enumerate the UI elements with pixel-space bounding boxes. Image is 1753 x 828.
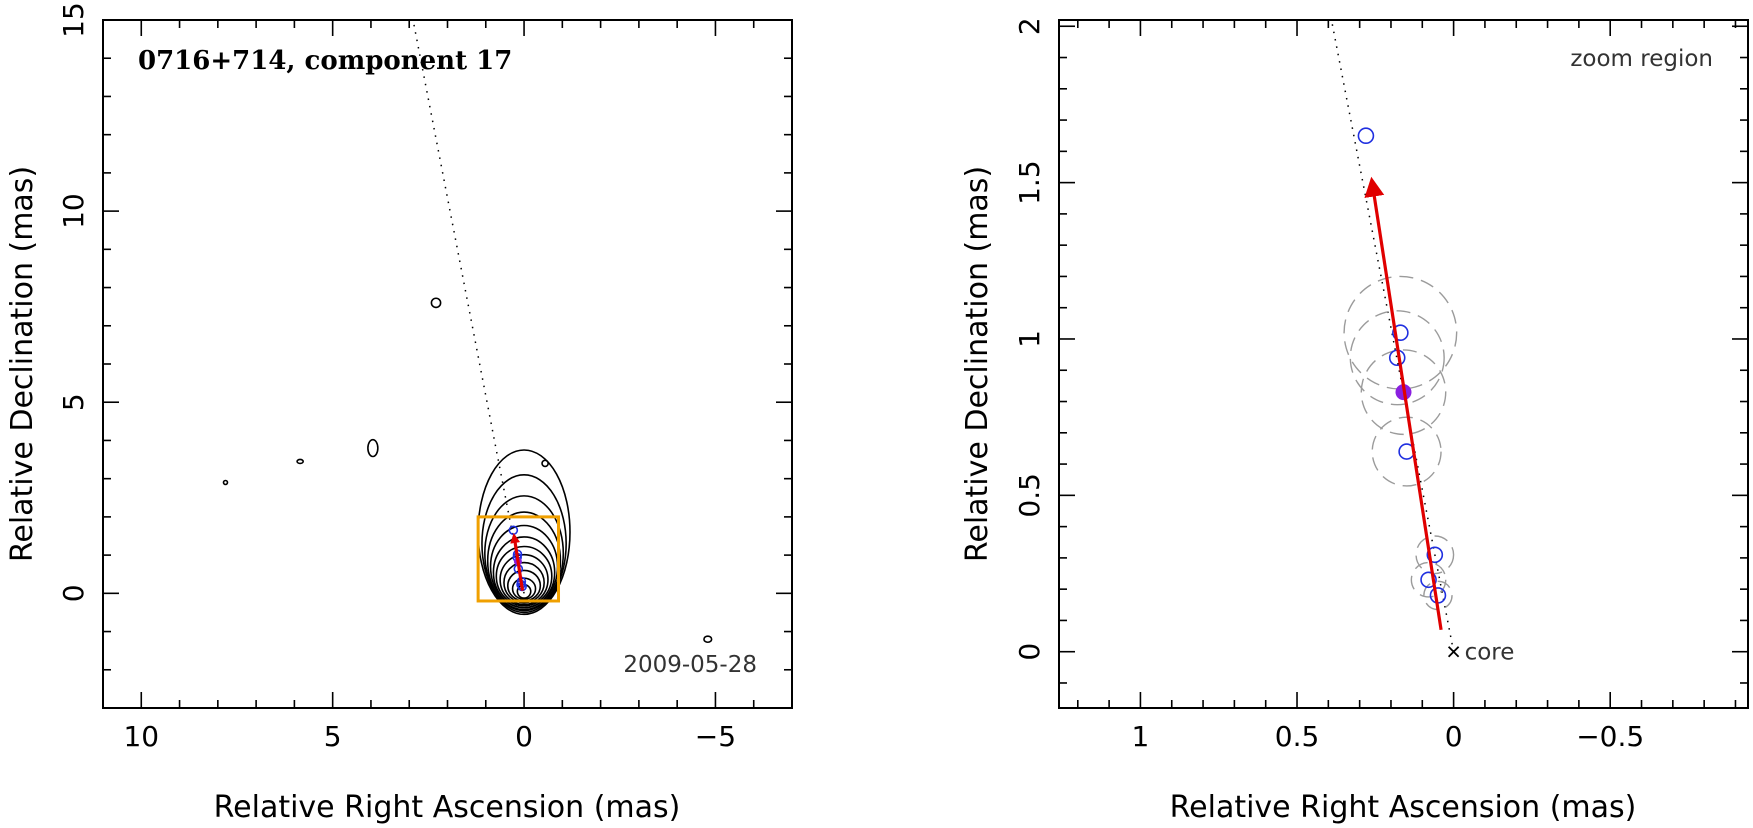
- selected-component-size-circle: [1360, 349, 1447, 436]
- right-x-axis-title: Relative Right Ascension (mas): [1170, 790, 1637, 825]
- left-motion-arrow: [510, 533, 525, 591]
- contour-level: [481, 474, 567, 614]
- right-panel: 1 0.5 0 −0.5 0 0.5 1 1.5 2 zoom region core Rela…: [960, 17, 1749, 825]
- component-size-circle: [1410, 561, 1447, 598]
- left-y-tick-label: 10: [57, 193, 90, 229]
- right-x-tick-label: 0: [1445, 720, 1463, 753]
- right-x-tick-label: 0.5: [1275, 720, 1320, 753]
- right-y-tick-label: 1.5: [1013, 160, 1046, 205]
- component-size-circle: [1371, 416, 1442, 487]
- right-tick-labels: 1 0.5 0 −0.5 0 0.5 1 1.5 2: [1013, 17, 1644, 753]
- left-panel-title: 0716+714, component 17: [138, 46, 512, 76]
- left-axis-ticks: [102, 19, 792, 709]
- left-x-axis-title: Relative Right Ascension (mas): [214, 790, 681, 825]
- contour-level: [489, 524, 559, 609]
- contour-level: [499, 553, 549, 606]
- left-plot-frame: [102, 19, 793, 709]
- component-marker: [1420, 571, 1437, 589]
- observation-date: 2009-05-28: [623, 652, 757, 678]
- core-label: core: [1465, 640, 1515, 666]
- left-x-tick-label: 0: [515, 720, 533, 753]
- component-size-circle: [1423, 580, 1453, 611]
- right-y-tick-label: 1: [1013, 330, 1046, 348]
- zoom-region-label: zoom region: [1570, 46, 1713, 72]
- contour-level: [486, 511, 562, 611]
- left-plot-area: [222, 20, 713, 644]
- isolated-contour: [367, 438, 379, 458]
- zoom-region-box: [476, 515, 561, 603]
- left-tick-labels: 10 5 0 −5 0 5 10 15: [57, 2, 736, 753]
- component-marker: [1357, 127, 1375, 145]
- left-x-tick-label: −5: [695, 720, 736, 753]
- right-plot-frame: [1058, 19, 1749, 709]
- isolated-contour: [703, 635, 713, 644]
- isolated-contour: [541, 459, 549, 468]
- component-size-circle: [1349, 310, 1445, 406]
- left-y-tick-label: 5: [57, 393, 90, 411]
- contour-level: [484, 495, 565, 612]
- left-panel: 10 5 0 −5 0 5 10 15 0716+714, component 17 2009…: [5, 2, 793, 825]
- right-plot-area: [1330, 20, 1460, 658]
- left-x-tick-label: 5: [324, 720, 342, 753]
- isolated-contours: [222, 297, 713, 644]
- core-marker: [1447, 646, 1460, 658]
- left-x-tick-label: 10: [123, 720, 159, 753]
- right-y-tick-label: 0: [1013, 643, 1046, 661]
- component-size-circle: [1415, 535, 1455, 575]
- right-x-tick-label: 1: [1132, 720, 1150, 753]
- component-marker: [1426, 546, 1444, 564]
- contour-level: [495, 545, 553, 607]
- right-y-tick-label: 0.5: [1013, 473, 1046, 518]
- left-y-axis-title: Relative Declination (mas): [5, 166, 40, 562]
- contour-level: [503, 561, 545, 604]
- isolated-contour: [430, 297, 442, 309]
- core-cross-stroke: [1447, 646, 1460, 658]
- right-y-tick-label: 2: [1013, 17, 1046, 35]
- left-y-tick-label: 0: [57, 584, 90, 602]
- right-motion-arrow: [1364, 176, 1443, 631]
- component-marker: [1392, 324, 1409, 342]
- right-axis-ticks: [1059, 20, 1748, 708]
- isolated-contour: [296, 458, 304, 465]
- left-trajectory-line: [412, 20, 525, 594]
- right-x-tick-label: −0.5: [1576, 720, 1644, 753]
- right-y-axis-title: Relative Declination (mas): [960, 166, 995, 562]
- isolated-contour: [222, 479, 229, 486]
- left-y-tick-label: 15: [57, 2, 90, 38]
- right-trajectory-line: [1330, 20, 1455, 652]
